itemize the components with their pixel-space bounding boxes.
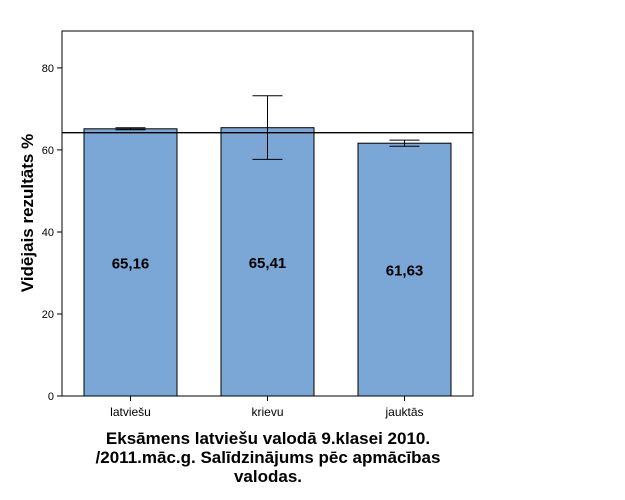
data-label-1: 65,41	[249, 255, 287, 272]
y-tick-label: 20	[42, 309, 54, 321]
x-axis-title-line-3: valodas.	[234, 467, 302, 486]
bar-2	[357, 142, 452, 397]
bar-0	[83, 128, 178, 397]
x-axis-title-line-2: /2011.māc.g. Salīdzinājums pēc apmācības	[96, 448, 441, 467]
x-tick-label: krievu	[251, 405, 283, 419]
y-tick-label: 0	[48, 391, 54, 403]
data-labels-layer: 65,16 65,41 61,63	[112, 255, 424, 280]
y-axis-title: Vidējais rezultāts %	[18, 134, 37, 292]
y-axis: 0 20 40 60 80	[42, 63, 62, 403]
y-tick-label: 40	[42, 227, 54, 239]
x-tick-label: latviešu	[110, 405, 151, 419]
error-bar-0	[115, 127, 146, 131]
error-bar-1	[252, 95, 283, 160]
x-tick-label: jauktās	[384, 405, 423, 419]
y-tick-label: 80	[42, 63, 54, 75]
y-tick-label: 60	[42, 145, 54, 157]
error-bar-2	[389, 139, 420, 147]
data-label-2: 61,63	[386, 263, 424, 280]
error-bars-layer	[115, 95, 420, 160]
x-axis: latviešu krievu jauktās	[110, 396, 424, 419]
x-axis-title-line-1: Eksāmens latviešu valodā 9.klasei 2010.	[106, 429, 430, 448]
data-label-0: 65,16	[112, 255, 150, 272]
